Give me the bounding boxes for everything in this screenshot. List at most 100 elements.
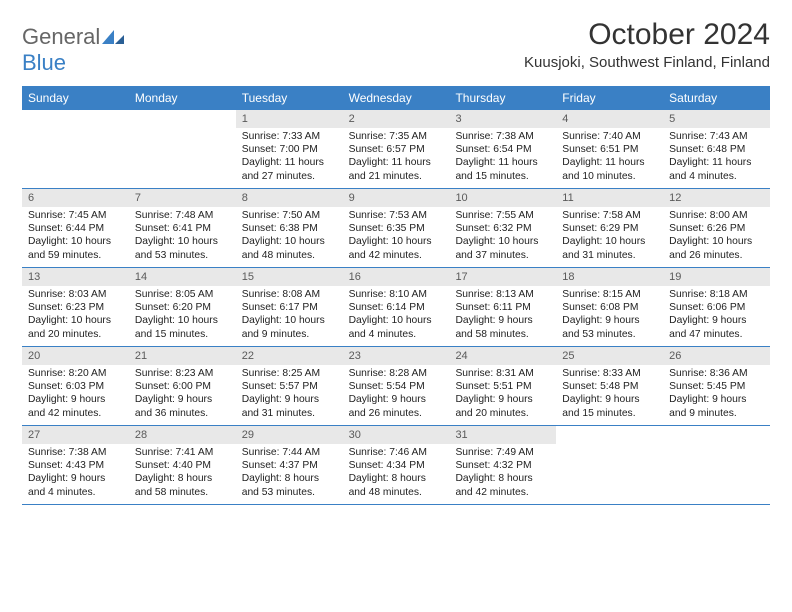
sunset-text: Sunset: 6:51 PM [562,143,657,156]
sunrise-text: Sunrise: 8:33 AM [562,367,657,380]
day-number: 5 [663,110,770,128]
day-details: Sunrise: 8:08 AMSunset: 6:17 PMDaylight:… [236,286,343,345]
day-number: 25 [556,347,663,365]
calendar-cell: 19Sunrise: 8:18 AMSunset: 6:06 PMDayligh… [663,268,770,346]
daylight-text: Daylight: 11 hours and 4 minutes. [669,156,764,182]
calendar-cell: 28 Sunrise: 7:41 AMSunset: 4:40 PMDayligh… [129,426,236,504]
calendar-cell: 3Sunrise: 7:38 AMSunset: 6:54 PMDaylight… [449,110,556,188]
sunset-text: Sunset: 6:44 PM [28,222,123,235]
calendar-cell: 2Sunrise: 7:35 AMSunset: 6:57 PMDaylight… [343,110,450,188]
sunset-text: Sunset: 4:37 PM [242,459,337,472]
sunrise-text: Sunrise: 7:49 AM [455,446,550,459]
sunrise-text: Sunrise: 8:03 AM [28,288,123,301]
day-number: 27 [22,426,129,444]
title-block: October 2024 Kuusjoki, Southwest Finland… [524,18,770,71]
sunset-text: Sunset: 6:06 PM [669,301,764,314]
calendar-cell-empty: . [663,426,770,504]
calendar-cell: 15Sunrise: 8:08 AMSunset: 6:17 PMDayligh… [236,268,343,346]
sunrise-text: Sunrise: 8:00 AM [669,209,764,222]
day-number: 16 [343,268,450,286]
daylight-text: Daylight: 10 hours and 42 minutes. [349,235,444,261]
day-number: 10 [449,189,556,207]
day-number: 1 [236,110,343,128]
brand-logo: GeneralBlue [22,24,124,76]
day-number: 22 [236,347,343,365]
sunset-text: Sunset: 4:43 PM [28,459,123,472]
day-details: Sunrise: 7:46 AMSunset: 4:34 PMDaylight:… [343,444,450,503]
sunrise-text: Sunrise: 7:41 AM [135,446,230,459]
day-details: Sunrise: 8:05 AMSunset: 6:20 PMDaylight:… [129,286,236,345]
calendar-cell: 13Sunrise: 8:03 AMSunset: 6:23 PMDayligh… [22,268,129,346]
day-details: Sunrise: 8:03 AMSunset: 6:23 PMDaylight:… [22,286,129,345]
sunset-text: Sunset: 6:29 PM [562,222,657,235]
daylight-text: Daylight: 8 hours and 58 minutes. [135,472,230,498]
day-number: 28 [129,426,236,444]
daylight-text: Daylight: 9 hours and 36 minutes. [135,393,230,419]
daylight-text: Daylight: 10 hours and 37 minutes. [455,235,550,261]
daylight-text: Daylight: 10 hours and 4 minutes. [349,314,444,340]
day-details: Sunrise: 8:33 AMSunset: 5:48 PMDaylight:… [556,365,663,424]
sunrise-text: Sunrise: 8:10 AM [349,288,444,301]
sunset-text: Sunset: 7:00 PM [242,143,337,156]
day-details: Sunrise: 8:00 AMSunset: 6:26 PMDaylight:… [663,207,770,266]
day-details: Sunrise: 8:18 AMSunset: 6:06 PMDaylight:… [663,286,770,345]
weekday-header: Sunday [22,87,129,110]
day-details: Sunrise: 8:20 AMSunset: 6:03 PMDaylight:… [22,365,129,424]
day-number: 7 [129,189,236,207]
day-details: Sunrise: 8:36 AMSunset: 5:45 PMDaylight:… [663,365,770,424]
day-details: Sunrise: 8:23 AMSunset: 6:00 PMDaylight:… [129,365,236,424]
daylight-text: Daylight: 9 hours and 4 minutes. [28,472,123,498]
day-number: 13 [22,268,129,286]
sunrise-text: Sunrise: 8:15 AM [562,288,657,301]
day-number: 23 [343,347,450,365]
daylight-text: Daylight: 10 hours and 48 minutes. [242,235,337,261]
week-row: ..1Sunrise: 7:33 AMSunset: 7:00 PMDaylig… [22,110,770,189]
day-details: Sunrise: 7:48 AMSunset: 6:41 PMDaylight:… [129,207,236,266]
day-number: 20 [22,347,129,365]
day-number: 4 [556,110,663,128]
day-details: Sunrise: 7:35 AMSunset: 6:57 PMDaylight:… [343,128,450,187]
sunrise-text: Sunrise: 7:40 AM [562,130,657,143]
sunset-text: Sunset: 5:45 PM [669,380,764,393]
daylight-text: Daylight: 9 hours and 58 minutes. [455,314,550,340]
sunrise-text: Sunrise: 8:25 AM [242,367,337,380]
day-details: Sunrise: 8:13 AMSunset: 6:11 PMDaylight:… [449,286,556,345]
sunset-text: Sunset: 6:17 PM [242,301,337,314]
daylight-text: Daylight: 8 hours and 53 minutes. [242,472,337,498]
calendar-cell-empty: . [556,426,663,504]
day-number: 31 [449,426,556,444]
sunset-text: Sunset: 4:40 PM [135,459,230,472]
daylight-text: Daylight: 8 hours and 48 minutes. [349,472,444,498]
daylight-text: Daylight: 11 hours and 15 minutes. [455,156,550,182]
sunrise-text: Sunrise: 7:45 AM [28,209,123,222]
calendar-cell: 23Sunrise: 8:28 AMSunset: 5:54 PMDayligh… [343,347,450,425]
calendar-cell-empty: . [22,110,129,188]
day-details: Sunrise: 7:58 AMSunset: 6:29 PMDaylight:… [556,207,663,266]
day-details: Sunrise: 8:10 AMSunset: 6:14 PMDaylight:… [343,286,450,345]
calendar-cell: 12Sunrise: 8:00 AMSunset: 6:26 PMDayligh… [663,189,770,267]
calendar-cell: 30Sunrise: 7:46 AMSunset: 4:34 PMDayligh… [343,426,450,504]
day-details: Sunrise: 7:55 AMSunset: 6:32 PMDaylight:… [449,207,556,266]
day-number: 8 [236,189,343,207]
sunset-text: Sunset: 6:32 PM [455,222,550,235]
daylight-text: Daylight: 9 hours and 9 minutes. [669,393,764,419]
daylight-text: Daylight: 9 hours and 26 minutes. [349,393,444,419]
calendar-cell: 18Sunrise: 8:15 AMSunset: 6:08 PMDayligh… [556,268,663,346]
daylight-text: Daylight: 9 hours and 15 minutes. [562,393,657,419]
daylight-text: Daylight: 10 hours and 26 minutes. [669,235,764,261]
day-number: 30 [343,426,450,444]
daylight-text: Daylight: 10 hours and 15 minutes. [135,314,230,340]
day-details: Sunrise: 7:40 AMSunset: 6:51 PMDaylight:… [556,128,663,187]
day-number: 24 [449,347,556,365]
sunset-text: Sunset: 4:34 PM [349,459,444,472]
sunset-text: Sunset: 6:23 PM [28,301,123,314]
sunrise-text: Sunrise: 8:31 AM [455,367,550,380]
sunset-text: Sunset: 6:20 PM [135,301,230,314]
sunset-text: Sunset: 6:35 PM [349,222,444,235]
day-number: 14 [129,268,236,286]
sunset-text: Sunset: 5:54 PM [349,380,444,393]
calendar-grid: SundayMondayTuesdayWednesdayThursdayFrid… [22,86,770,505]
day-details: Sunrise: 8:28 AMSunset: 5:54 PMDaylight:… [343,365,450,424]
daylight-text: Daylight: 9 hours and 20 minutes. [455,393,550,419]
sunset-text: Sunset: 6:48 PM [669,143,764,156]
